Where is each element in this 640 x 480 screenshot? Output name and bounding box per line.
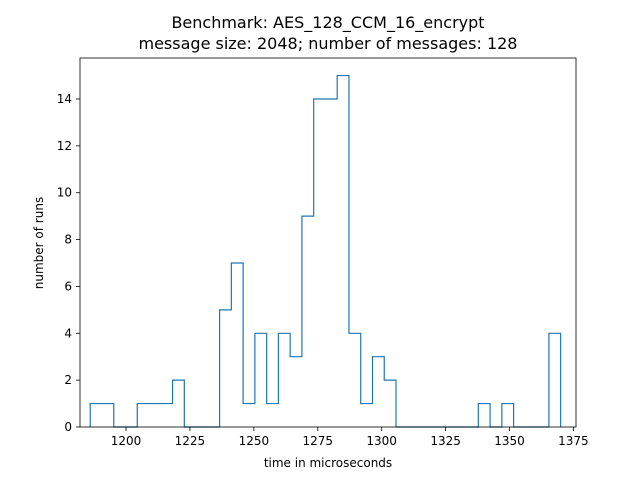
y-tick-label: 14 xyxy=(57,92,72,106)
x-axis-label: time in microseconds xyxy=(264,456,392,470)
x-tick-label: 1375 xyxy=(558,434,589,448)
y-tick-label: 6 xyxy=(64,279,72,293)
y-tick-label: 2 xyxy=(64,373,72,387)
x-tick-label: 1225 xyxy=(175,434,206,448)
x-tick-label: 1250 xyxy=(239,434,270,448)
chart-title-line-2: message size: 2048; number of messages: … xyxy=(139,34,518,53)
y-tick-label: 8 xyxy=(64,233,72,247)
histogram-step-line xyxy=(89,74,562,428)
x-tick-label: 1275 xyxy=(302,434,333,448)
y-tick-label: 4 xyxy=(64,326,72,340)
plot-area xyxy=(79,57,577,428)
x-tick-label: 1350 xyxy=(494,434,525,448)
y-axis-label: number of runs xyxy=(32,197,46,289)
y-axis-ticks: 0 2 4 6 8 10 12 14 xyxy=(57,92,80,434)
y-tick-label: 10 xyxy=(57,186,72,200)
y-tick-label: 12 xyxy=(57,139,72,153)
x-tick-label: 1200 xyxy=(111,434,142,448)
y-tick-label: 0 xyxy=(64,420,72,434)
x-tick-label: 1300 xyxy=(366,434,397,448)
x-tick-label: 1325 xyxy=(430,434,461,448)
axes-frame xyxy=(79,57,577,428)
x-axis-ticks: 1200 1225 1250 1275 1300 1325 1350 1375 xyxy=(111,427,589,448)
chart-title-line-1: Benchmark: AES_128_CCM_16_encrypt xyxy=(171,13,484,33)
